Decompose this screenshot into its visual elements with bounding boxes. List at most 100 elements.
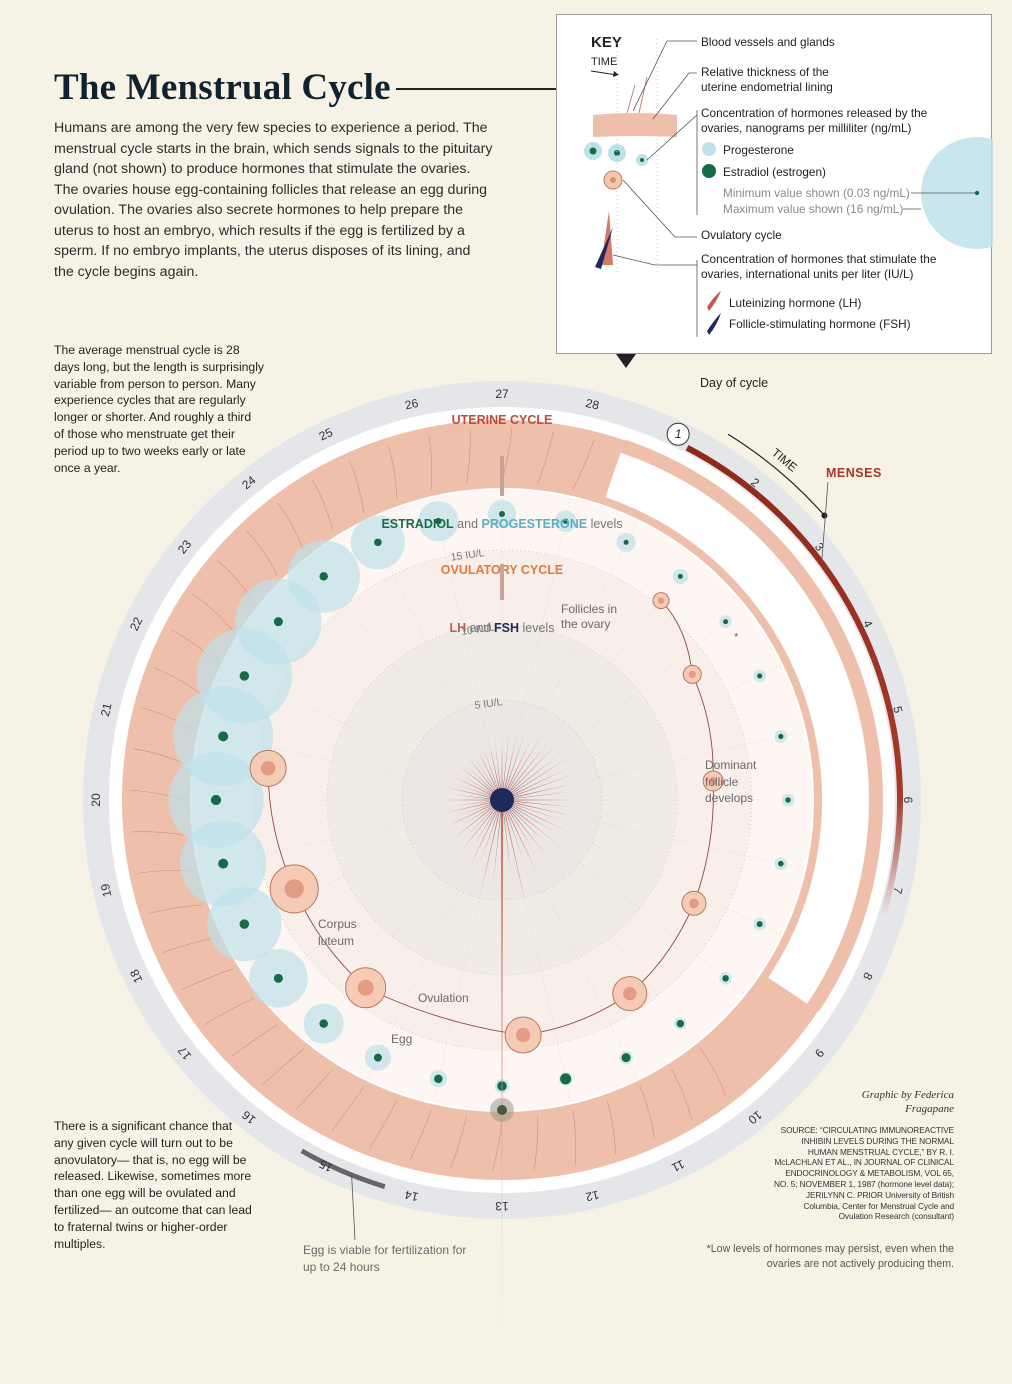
lh-fsh-levels-part: LH: [450, 621, 467, 635]
day-spoke: [197, 813, 444, 870]
estradiol-dot: [239, 919, 250, 929]
day-spoke: [366, 518, 477, 747]
day-label: 23: [175, 537, 194, 556]
day-label: 19: [98, 882, 115, 898]
progesterone-bubble: [287, 540, 360, 613]
ovulation-marker-halo: [490, 1098, 514, 1122]
fsh-ray: [461, 803, 498, 826]
estradiol-dot: [560, 1073, 572, 1085]
ovulatory-path-arrow: [523, 993, 631, 1036]
uterine-cycle-label: UTERINE CYCLE: [452, 413, 553, 427]
iu-scale-label: 10 IU/L: [460, 621, 495, 638]
lh-fsh-levels-part: FSH: [494, 621, 519, 635]
day-label: 17: [175, 1043, 194, 1062]
fsh-ray: [502, 732, 510, 795]
estradiol-dot: [756, 921, 763, 928]
blood-vessel: [349, 460, 365, 514]
lh-ray: [509, 799, 570, 801]
lh-fsh-levels-part: levels: [519, 621, 554, 635]
key-concentration-stimulate: Concentration of hormones that stimulate…: [701, 252, 937, 281]
key-vessels-sample: [626, 76, 648, 114]
blood-vessel: [262, 1048, 304, 1085]
blood-vessel: [501, 428, 513, 483]
key-time-label: TIME: [591, 56, 617, 68]
day-spoke: [366, 853, 477, 1082]
follicle-icon: [269, 864, 319, 914]
hormone-levels-label: ESTRADIOL and PROGESTERONE levels: [381, 517, 622, 531]
lh-ray: [500, 807, 504, 1384]
fsh-ray: [458, 801, 497, 816]
blood-vessel: [131, 831, 187, 836]
estradiol-dot: [374, 538, 382, 547]
blood-vessel: [639, 1086, 655, 1140]
blood-vessel: [295, 1069, 334, 1110]
egg-viable-arc: [300, 1148, 386, 1190]
lh-ray: [506, 805, 547, 856]
key-legend-estradiol: [702, 164, 716, 178]
blood-vessel: [537, 431, 554, 485]
day-spoke: [527, 853, 638, 1082]
estradiol-dot: [273, 617, 283, 627]
key-legend-fsh: [707, 313, 721, 335]
progesterone-bubble: [774, 857, 788, 870]
progesterone-bubble: [753, 917, 766, 931]
day-label: 14: [403, 1187, 419, 1204]
egg-viable-leader: [351, 1174, 356, 1241]
key-min-dot: [974, 190, 980, 196]
day-label: 25: [317, 425, 335, 444]
fsh-ray: [494, 739, 502, 795]
fsh-ray: [504, 732, 544, 796]
key-lh: Luteinizing hormone (LH): [729, 296, 862, 310]
progesterone-bubble: [719, 972, 732, 985]
lh-ray: [457, 764, 497, 796]
blood-vessel: [572, 1109, 577, 1165]
fsh-ray: [455, 795, 497, 800]
menses-remaining-lining: [620, 439, 883, 1012]
lh-ray: [508, 803, 564, 830]
follicle-icon: [681, 890, 707, 916]
key-concentration-ovaries: Concentration of hormones released by th…: [701, 106, 928, 135]
lh-ray: [466, 755, 498, 795]
estradiol-dot: [722, 975, 729, 982]
fsh-ray: [459, 785, 497, 799]
ovulatory-path-arrow: [660, 600, 693, 675]
progesterone-bubble: [616, 532, 636, 552]
blood-vessel: [181, 968, 233, 990]
lh-ray: [461, 805, 498, 851]
day-label: 20: [89, 793, 103, 807]
day-spoke: [220, 664, 449, 775]
progesterone-bubble: [619, 1050, 633, 1065]
asterisk-marker: *: [734, 632, 738, 643]
lh-fsh-levels-label: LH and FSH levels: [450, 621, 555, 635]
progesterone-bubble: [774, 730, 788, 743]
estradiol-dot: [676, 1019, 685, 1028]
day-label: 22: [127, 615, 146, 633]
progesterone-bubble: [558, 1072, 573, 1086]
follicle-icon: [652, 592, 670, 610]
blood-vessel: [466, 429, 471, 485]
lh-ray: [507, 757, 555, 796]
follicle-core: [688, 670, 696, 678]
estradiol-dot: [497, 1081, 507, 1091]
key-illustration: KEY TIME: [584, 34, 993, 337]
lh-ray: [453, 804, 497, 839]
estradiol-dot: [757, 673, 763, 679]
progesterone-bubble: [494, 1078, 510, 1094]
day-spoke: [432, 858, 489, 1105]
key-fsh: Follicle-stimulating hormone (FSH): [729, 317, 911, 331]
blood-vessel: [428, 435, 433, 490]
menses-leader: [821, 481, 829, 563]
day-spoke: [527, 518, 638, 747]
fsh-ray: [468, 767, 498, 796]
lh-ray: [503, 737, 517, 793]
day-label: 28: [584, 396, 600, 413]
hormone-levels-part: PROGESTERONE: [482, 517, 588, 531]
fsh-ray: [506, 741, 561, 796]
progesterone-bubble: [196, 628, 293, 724]
progesterone-bubble: [350, 515, 405, 570]
lh-ray: [477, 748, 499, 794]
key-min-value: Minimum value shown (0.03 ng/mL): [723, 186, 910, 200]
fsh-ray: [505, 804, 534, 850]
fsh-ray: [463, 776, 498, 798]
blood-vessel: [130, 789, 185, 801]
